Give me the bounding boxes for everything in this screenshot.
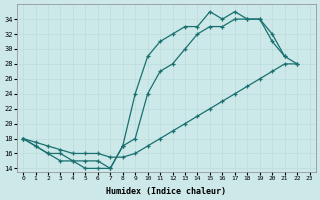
X-axis label: Humidex (Indice chaleur): Humidex (Indice chaleur) [106,187,226,196]
